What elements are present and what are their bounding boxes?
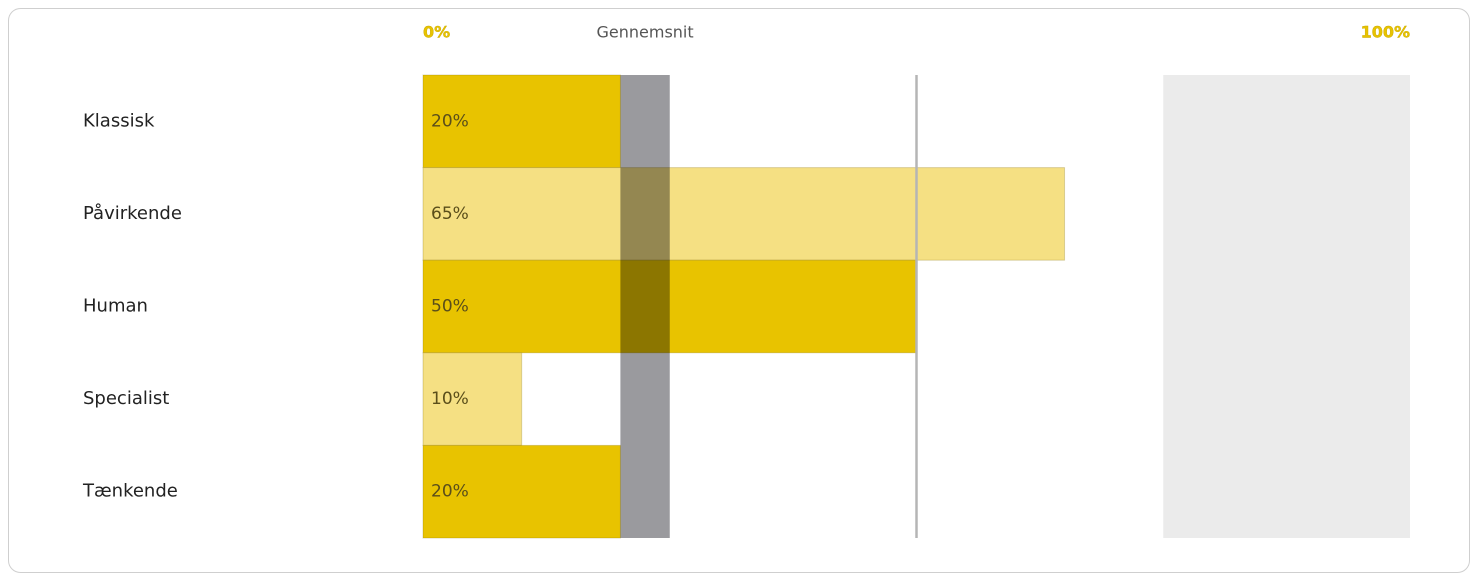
value-label: 10% bbox=[431, 389, 469, 409]
value-label: 20% bbox=[431, 482, 469, 502]
bar bbox=[422, 352, 523, 446]
average-band bbox=[620, 75, 670, 538]
value-label: 65% bbox=[431, 204, 469, 224]
x-tick-label: 0% bbox=[423, 23, 450, 42]
value-label: 20% bbox=[431, 111, 469, 131]
category-label: Klassisk bbox=[83, 110, 155, 131]
value-label: 50% bbox=[431, 297, 469, 317]
category-label: Påvirkende bbox=[83, 203, 182, 224]
bar bbox=[422, 74, 621, 169]
category-label: Human bbox=[83, 296, 148, 317]
category-label: Specialist bbox=[83, 388, 169, 409]
bar bbox=[422, 167, 1066, 261]
x-tick-label: 100% bbox=[1361, 23, 1410, 42]
average-label: Gennemsnit bbox=[596, 23, 693, 42]
category-label: Tænkende bbox=[82, 481, 178, 502]
shaded-range bbox=[1163, 75, 1410, 538]
bar bbox=[422, 444, 621, 539]
